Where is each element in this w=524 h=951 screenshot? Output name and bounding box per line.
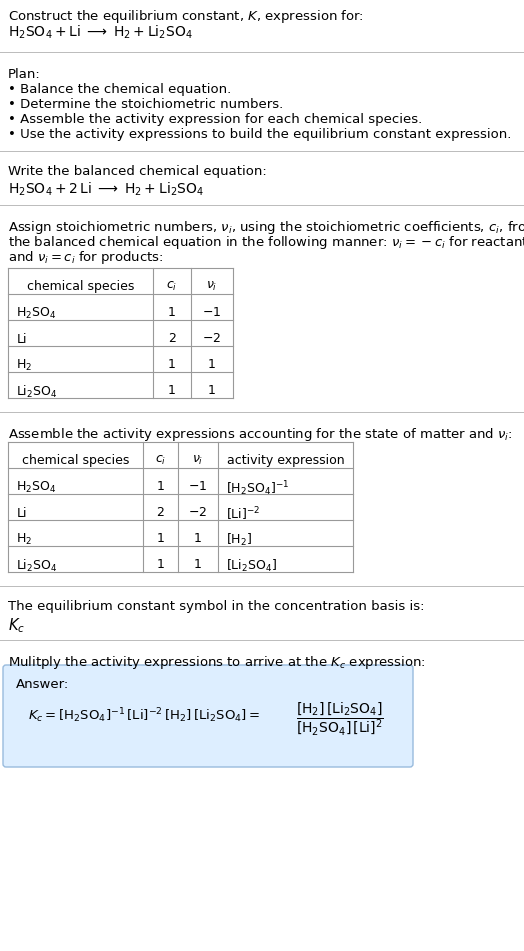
Text: Mulitply the activity expressions to arrive at the $K_c$ expression:: Mulitply the activity expressions to arr… <box>8 654 426 671</box>
Text: 1: 1 <box>168 305 176 319</box>
Text: $\mathrm{H_2SO_4}$: $\mathrm{H_2SO_4}$ <box>16 479 56 495</box>
Text: $\mathrm{Li}$: $\mathrm{Li}$ <box>16 506 27 519</box>
Text: 2: 2 <box>168 332 176 344</box>
Text: $-2$: $-2$ <box>189 506 208 518</box>
Text: 1: 1 <box>168 383 176 397</box>
Text: 1: 1 <box>157 532 165 545</box>
Text: chemical species: chemical species <box>27 280 134 293</box>
Text: activity expression: activity expression <box>227 454 344 467</box>
Text: • Use the activity expressions to build the equilibrium constant expression.: • Use the activity expressions to build … <box>8 128 511 141</box>
Text: $\mathrm{H_2}$: $\mathrm{H_2}$ <box>16 358 32 373</box>
Text: • Assemble the activity expression for each chemical species.: • Assemble the activity expression for e… <box>8 113 422 126</box>
Text: • Balance the chemical equation.: • Balance the chemical equation. <box>8 83 231 96</box>
Text: Answer:: Answer: <box>16 678 69 691</box>
Text: $\mathrm{H_2SO_4}$: $\mathrm{H_2SO_4}$ <box>16 305 56 320</box>
Text: Assign stoichiometric numbers, $\nu_i$, using the stoichiometric coefficients, $: Assign stoichiometric numbers, $\nu_i$, … <box>8 219 524 236</box>
Text: $c_i$: $c_i$ <box>166 280 178 293</box>
Text: $-2$: $-2$ <box>202 332 222 344</box>
Text: $\mathrm{Li_2SO_4}$: $\mathrm{Li_2SO_4}$ <box>16 383 57 399</box>
Text: $-1$: $-1$ <box>202 305 222 319</box>
Text: The equilibrium constant symbol in the concentration basis is:: The equilibrium constant symbol in the c… <box>8 600 424 613</box>
FancyBboxPatch shape <box>3 665 413 767</box>
Text: 1: 1 <box>168 358 176 371</box>
Text: 1: 1 <box>194 557 202 571</box>
Text: $\nu_i$: $\nu_i$ <box>206 280 217 293</box>
Text: $[\mathrm{H_2}]$: $[\mathrm{H_2}]$ <box>226 532 252 548</box>
Text: 1: 1 <box>194 532 202 545</box>
Text: $\mathrm{H_2SO_4} + 2\,\mathrm{Li} \;\longrightarrow\; \mathrm{H_2} + \mathrm{Li: $\mathrm{H_2SO_4} + 2\,\mathrm{Li} \;\lo… <box>8 181 204 199</box>
Text: $[\mathrm{H_2SO_4}]^{-1}$: $[\mathrm{H_2SO_4}]^{-1}$ <box>226 479 289 498</box>
Text: $[\mathrm{Li_2SO_4}]$: $[\mathrm{Li_2SO_4}]$ <box>226 557 277 573</box>
Text: and $\nu_i = c_i$ for products:: and $\nu_i = c_i$ for products: <box>8 249 163 266</box>
Text: chemical species: chemical species <box>22 454 129 467</box>
Text: $-1$: $-1$ <box>189 479 208 493</box>
Text: the balanced chemical equation in the following manner: $\nu_i = -c_i$ for react: the balanced chemical equation in the fo… <box>8 234 524 251</box>
Text: $K_c$: $K_c$ <box>8 616 25 634</box>
Text: $\mathrm{Li_2SO_4}$: $\mathrm{Li_2SO_4}$ <box>16 557 57 573</box>
Text: $\dfrac{[\mathrm{H_2}]\,[\mathrm{Li_2SO_4}]}{[\mathrm{H_2SO_4}]\,[\mathrm{Li}]^2: $\dfrac{[\mathrm{H_2}]\,[\mathrm{Li_2SO_… <box>296 700 384 737</box>
Text: 1: 1 <box>157 479 165 493</box>
Text: Assemble the activity expressions accounting for the state of matter and $\nu_i$: Assemble the activity expressions accoun… <box>8 426 512 443</box>
Text: 1: 1 <box>157 557 165 571</box>
Text: $\nu_i$: $\nu_i$ <box>192 454 204 467</box>
Text: 1: 1 <box>208 358 216 371</box>
Text: Construct the equilibrium constant, $K$, expression for:: Construct the equilibrium constant, $K$,… <box>8 8 364 25</box>
Text: $K_c = [\mathrm{H_2SO_4}]^{-1}\,[\mathrm{Li}]^{-2}\,[\mathrm{H_2}]\,[\mathrm{Li_: $K_c = [\mathrm{H_2SO_4}]^{-1}\,[\mathrm… <box>28 706 260 725</box>
Text: $\mathrm{Li}$: $\mathrm{Li}$ <box>16 332 27 346</box>
Text: $\mathrm{H_2SO_4} + \mathrm{Li} \;\longrightarrow\; \mathrm{H_2} + \mathrm{Li_2S: $\mathrm{H_2SO_4} + \mathrm{Li} \;\longr… <box>8 24 193 42</box>
Text: $[\mathrm{Li}]^{-2}$: $[\mathrm{Li}]^{-2}$ <box>226 506 260 523</box>
Text: $c_i$: $c_i$ <box>155 454 166 467</box>
Text: Plan:: Plan: <box>8 68 41 81</box>
Text: $\mathrm{H_2}$: $\mathrm{H_2}$ <box>16 532 32 547</box>
Text: 1: 1 <box>208 383 216 397</box>
Text: • Determine the stoichiometric numbers.: • Determine the stoichiometric numbers. <box>8 98 283 111</box>
Text: 2: 2 <box>157 506 165 518</box>
Text: Write the balanced chemical equation:: Write the balanced chemical equation: <box>8 165 267 178</box>
